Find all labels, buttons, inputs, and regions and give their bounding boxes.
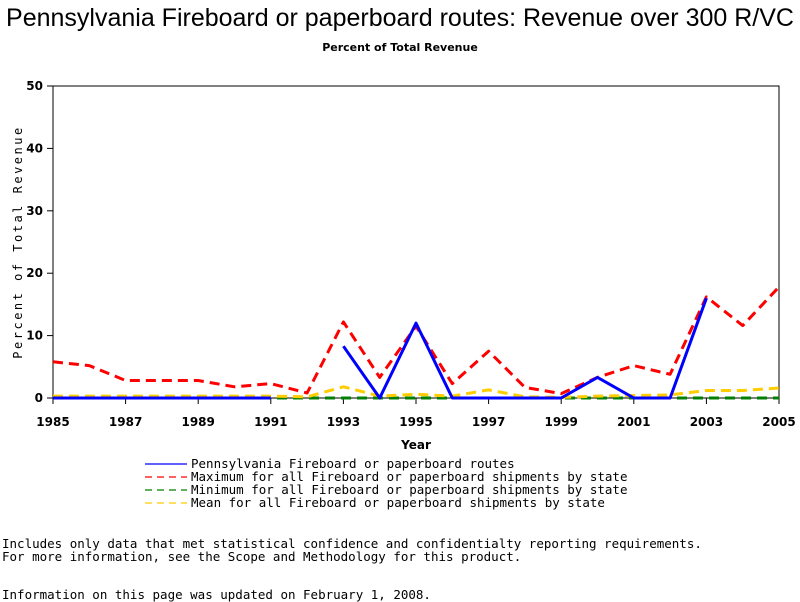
x-tick-label: 1993 (327, 415, 360, 429)
x-tick-label: 2001 (617, 415, 650, 429)
y-axis-label: Percent of Total Revenue (11, 125, 25, 358)
chart-subtitle: Percent of Total Revenue (322, 41, 478, 54)
x-tick-label: 2005 (762, 415, 795, 429)
x-tick-label: 1991 (254, 415, 287, 429)
x-tick-label: 2003 (690, 415, 723, 429)
y-tick-label: 30 (26, 204, 43, 218)
y-tick-label: 40 (26, 141, 43, 155)
x-axis-label: Year (400, 438, 431, 452)
note-updated: Information on this page was updated on … (2, 587, 431, 602)
x-tick-label: 1995 (399, 415, 432, 429)
y-tick-label: 0 (35, 391, 43, 405)
legend-label-1: Maximum for all Fireboard or paperboard … (191, 469, 628, 484)
y-tick-label: 20 (26, 266, 43, 280)
x-tick-label: 1985 (36, 415, 69, 429)
note-confidence: Includes only data that met statistical … (2, 536, 702, 551)
note-methodology: For more information, see the Scope and … (2, 549, 522, 564)
series-line-3 (53, 385, 780, 399)
chart-title: Pennsylvania Fireboard or paperboard rou… (6, 4, 794, 32)
x-tick-label: 1999 (544, 415, 577, 429)
series-line-0 (53, 297, 708, 400)
x-tick-label: 1987 (109, 415, 142, 429)
legend-label-3: Mean for all Fireboard or paperboard shi… (191, 495, 605, 510)
legend-label-0: Pennsylvania Fireboard or paperboard rou… (191, 456, 515, 471)
chart-legend: Pennsylvania Fireboard or paperboard rou… (145, 456, 628, 510)
y-tick-label: 50 (26, 79, 43, 93)
x-tick-label: 1997 (472, 415, 505, 429)
plot-frame (52, 85, 780, 399)
line-chart: 0 10 20 30 40 50 1985 1987 1989 1991 1993 1995 1997 1… (11, 79, 796, 510)
chart-series (52, 285, 781, 400)
y-tick-label: 10 (26, 329, 43, 343)
legend-label-2: Minimum for all Fireboard or paperboard … (191, 482, 628, 497)
x-tick-label: 1989 (181, 415, 214, 429)
series-line-1 (52, 285, 781, 396)
chart-axes: 0 10 20 30 40 50 1985 1987 1989 1991 1993 1995 1997 1… (26, 79, 795, 429)
